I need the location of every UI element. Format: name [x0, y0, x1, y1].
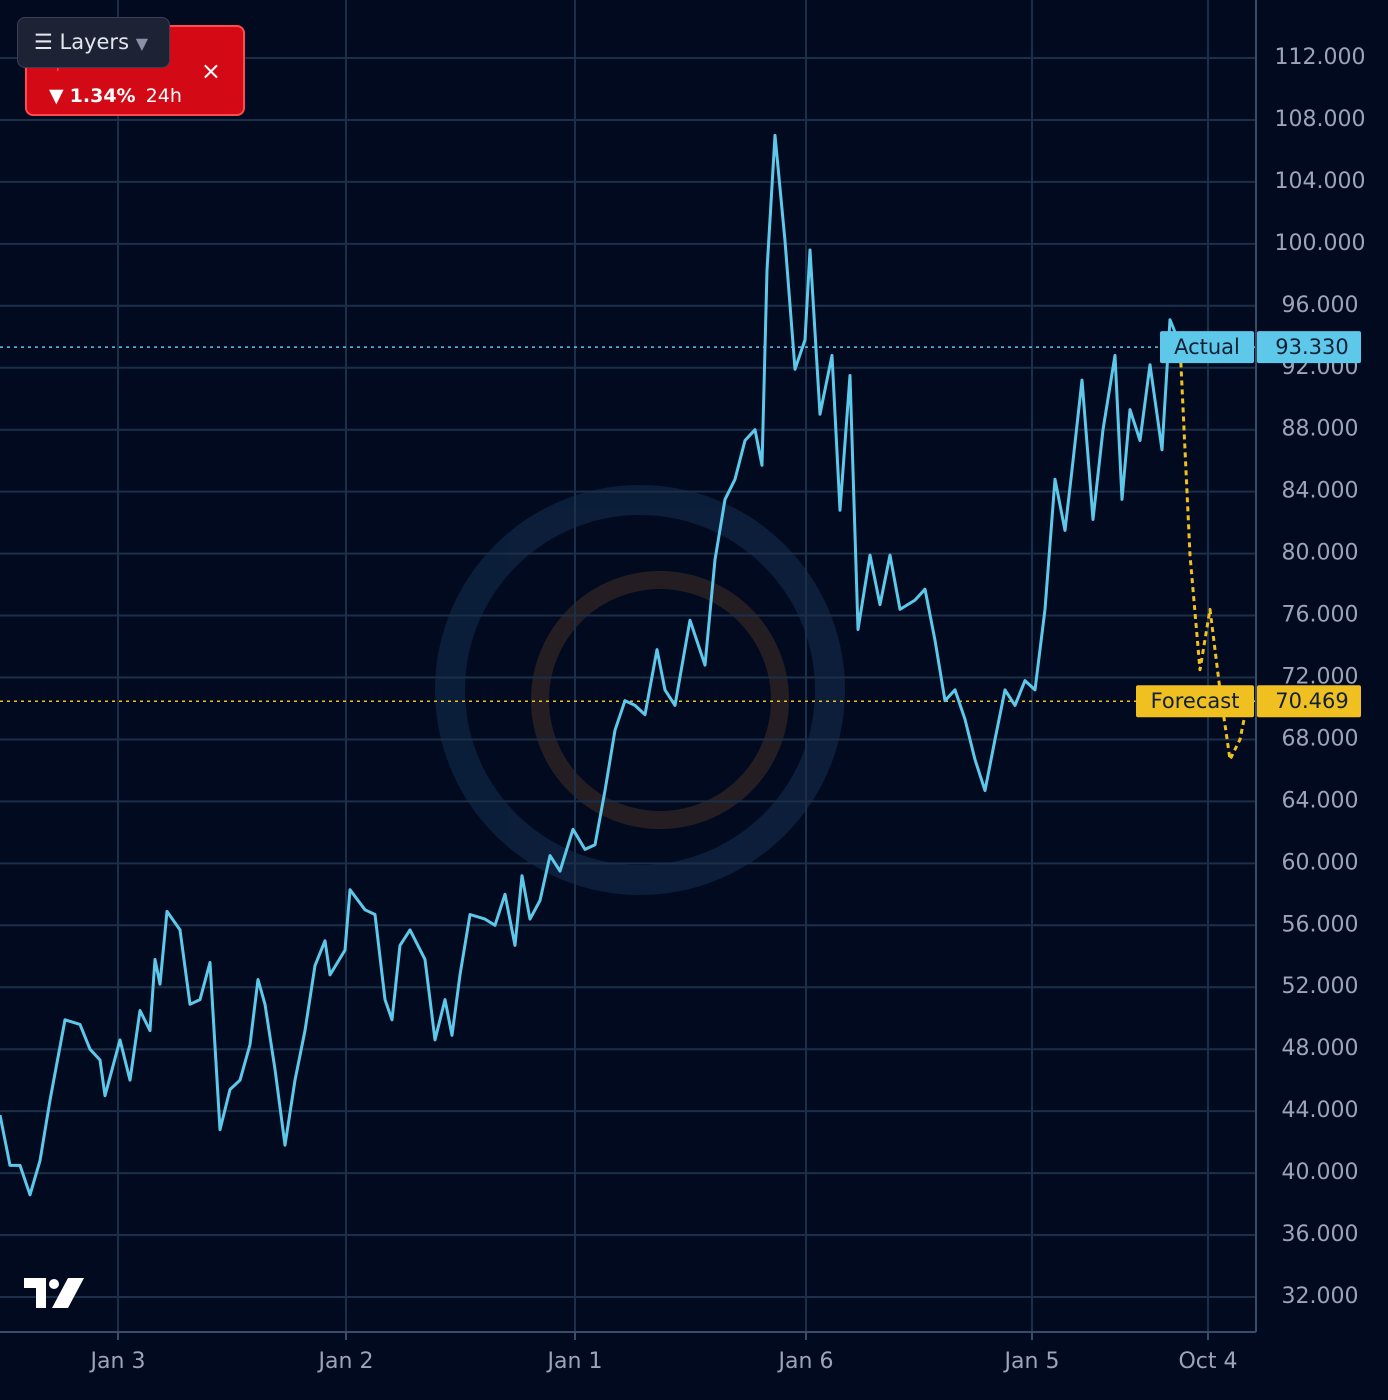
- price-tag: 93.330: [1275, 335, 1348, 359]
- layers-button[interactable]: ☰ Layers ▼: [17, 17, 170, 68]
- y-tick-label: 32.000: [1282, 1284, 1359, 1309]
- ticker-period: 24h: [145, 85, 182, 107]
- y-tick-label: 84.000: [1282, 479, 1359, 504]
- layers-label: Layers: [59, 30, 130, 54]
- series-tag-bg: [1160, 331, 1254, 364]
- y-tick-label: 36.000: [1282, 1222, 1359, 1247]
- y-tick-label: 104.000: [1275, 169, 1366, 194]
- x-tick-label: Jan 6: [777, 1349, 834, 1374]
- series-line: [1178, 344, 1252, 762]
- y-tick-label: 56.000: [1282, 912, 1359, 937]
- ticker-change: 1.34%: [69, 85, 136, 107]
- ticker-change-row: ▼ 1.34% 24h: [49, 85, 182, 107]
- x-tick-label: Jan 1: [546, 1349, 603, 1374]
- series-tag-bg: [1136, 685, 1254, 718]
- tv-logo: [24, 1278, 84, 1308]
- watermark: [435, 485, 845, 895]
- y-tick-label: 48.000: [1282, 1036, 1359, 1061]
- y-tick-label: 108.000: [1275, 107, 1366, 132]
- dropdown-icon: ▼: [135, 34, 149, 53]
- y-tick-label: 80.000: [1282, 541, 1359, 566]
- y-tick-label: 112.000: [1275, 45, 1366, 70]
- series-tag: Actual: [1174, 335, 1240, 359]
- y-tick-label: 40.000: [1282, 1160, 1359, 1185]
- x-tick-label: Oct 4: [1178, 1349, 1237, 1374]
- x-tick-label: Jan 2: [317, 1349, 374, 1374]
- close-button[interactable]: ×: [200, 57, 221, 85]
- y-tick-label: 88.000: [1282, 417, 1359, 442]
- y-tick-label: 96.000: [1282, 293, 1359, 318]
- y-tick-label: 52.000: [1282, 974, 1359, 999]
- price-tag: 70.469: [1275, 689, 1348, 713]
- grid: [0, 0, 1256, 1332]
- y-tick-label: 64.000: [1282, 788, 1359, 813]
- menu-icon: ☰: [34, 30, 53, 54]
- y-tick-label: 44.000: [1282, 1098, 1359, 1123]
- x-tick-label: Jan 3: [89, 1349, 146, 1374]
- x-tick-label: Jan 5: [1003, 1349, 1060, 1374]
- price-tag-bg: [1257, 685, 1361, 718]
- y-tick-label: 100.000: [1275, 231, 1366, 256]
- y-tick-label: 68.000: [1282, 726, 1359, 751]
- series-line: [0, 133, 1182, 1197]
- price-tag-bg: [1257, 331, 1361, 364]
- y-tick-label: 60.000: [1282, 850, 1359, 875]
- plot: [0, 133, 1256, 1197]
- labels: 32.000 36.000 40.000 44.000 48.000 52.000 56.0…: [89, 45, 1366, 1374]
- down-arrow: ▼: [49, 85, 64, 107]
- y-tick-label: 76.000: [1282, 603, 1359, 628]
- series-tag: Forecast: [1151, 689, 1240, 713]
